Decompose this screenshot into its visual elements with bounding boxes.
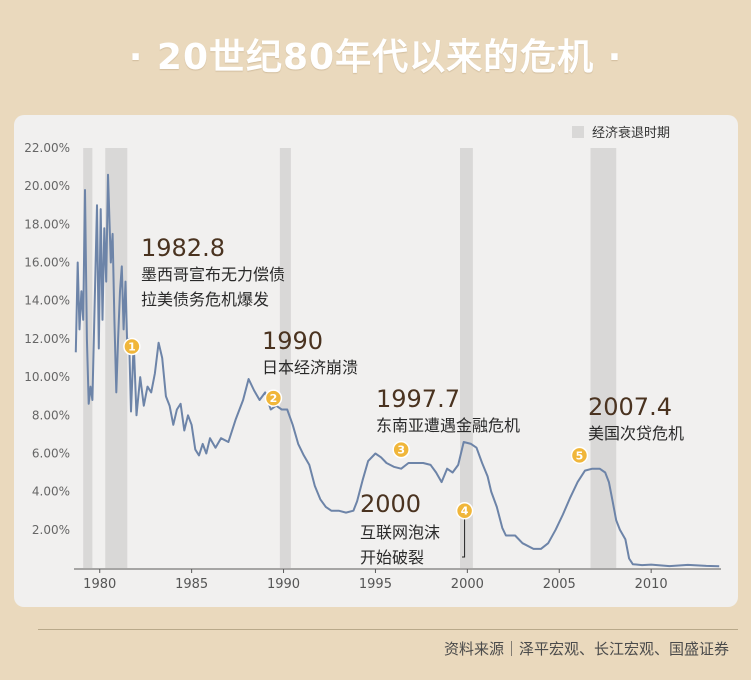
x-tick-label: 2005 bbox=[543, 577, 576, 592]
event-marker bbox=[570, 446, 589, 465]
x-tick-label: 1995 bbox=[359, 577, 392, 592]
x-tick-label: 1980 bbox=[83, 577, 116, 592]
event-description: 美国次贷危机 bbox=[588, 424, 684, 443]
event-marker-number: 1 bbox=[128, 341, 136, 354]
y-tick-label: 22.00% bbox=[24, 141, 70, 155]
event-leader-line bbox=[462, 518, 466, 558]
event-description: 墨西哥宣布无力偿债 bbox=[141, 265, 285, 284]
event-marker-number: 4 bbox=[461, 505, 469, 518]
event-description: 日本经济崩溃 bbox=[262, 358, 358, 377]
event-year-label: 2007.4 bbox=[588, 393, 672, 421]
event-description: 拉美债务危机爆发 bbox=[141, 290, 269, 309]
event-year-label: 1982.8 bbox=[141, 234, 225, 262]
y-tick-label: 10.00% bbox=[24, 370, 70, 384]
y-tick-label: 6.00% bbox=[32, 446, 70, 460]
page-title: · 20世纪80年代以来的危机 · bbox=[128, 37, 623, 78]
event-description: 互联网泡沫 bbox=[360, 523, 440, 542]
y-tick-label: 14.00% bbox=[24, 294, 70, 308]
event-marker bbox=[264, 389, 283, 407]
event-marker bbox=[392, 440, 410, 459]
y-tick-label: 2.00% bbox=[32, 523, 70, 537]
recession-band bbox=[279, 148, 291, 568]
event-year-label: 1997.7 bbox=[376, 385, 460, 413]
x-tick-label: 1985 bbox=[175, 577, 208, 592]
legend-swatch bbox=[572, 126, 584, 138]
y-tick-label: 20.00% bbox=[24, 179, 70, 193]
recession-band bbox=[459, 148, 473, 568]
event-description: 开始破裂 bbox=[360, 548, 424, 567]
event-marker-number: 5 bbox=[576, 449, 584, 462]
y-tick-label: 4.00% bbox=[32, 485, 70, 499]
y-tick-label: 12.00% bbox=[24, 332, 70, 346]
y-tick-label: 18.00% bbox=[24, 217, 70, 231]
y-tick-label: 8.00% bbox=[32, 408, 70, 422]
rate-series-line bbox=[74, 173, 720, 568]
event-year-label: 2000 bbox=[360, 490, 421, 518]
event-marker-number: 3 bbox=[397, 444, 405, 457]
x-tick-label: 1990 bbox=[267, 577, 300, 592]
legend-label: 经济衰退时期 bbox=[592, 125, 670, 141]
y-tick-label: 16.00% bbox=[24, 256, 70, 270]
event-marker bbox=[455, 501, 474, 520]
footer-divider bbox=[38, 629, 738, 630]
x-tick-label: 2000 bbox=[451, 577, 484, 592]
source-note: 资料来源｜泽平宏观、长江宏观、国盛证券 bbox=[443, 640, 729, 658]
x-tick-label: 2010 bbox=[635, 577, 668, 592]
event-marker bbox=[123, 337, 141, 356]
event-marker-number: 2 bbox=[270, 392, 278, 405]
event-description: 东南亚遭遇金融危机 bbox=[376, 416, 520, 435]
event-year-label: 1990 bbox=[262, 327, 323, 355]
